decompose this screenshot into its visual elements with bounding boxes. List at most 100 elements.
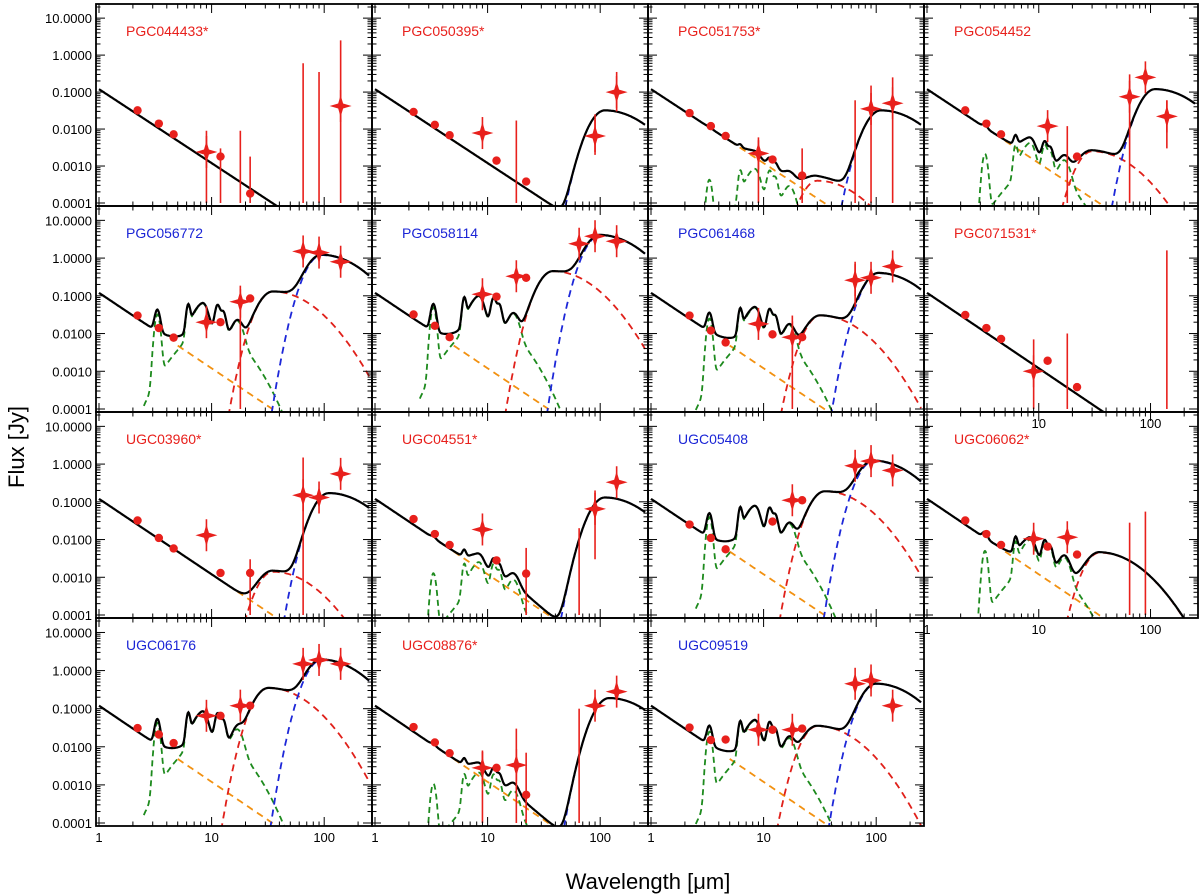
y-tick-label: 1.0000 (52, 48, 92, 63)
stellar-curve (1004, 550, 1106, 618)
star-point (329, 95, 352, 117)
y-tick-label: 0.1000 (52, 85, 92, 100)
photometry-point (721, 338, 730, 347)
star-point (471, 756, 494, 779)
star-point (1118, 85, 1141, 108)
pah-curve (142, 302, 284, 412)
x-tick-label: 1 (923, 416, 930, 431)
photometry-point (133, 311, 142, 320)
photometry-point (706, 533, 716, 543)
star-point (860, 266, 882, 289)
photometry-point (409, 310, 418, 319)
stellar-curve (729, 550, 831, 618)
photometry-point (982, 119, 991, 128)
cold-dust-curve (822, 460, 922, 618)
star-point (860, 669, 882, 692)
panel-ugc03960: 0.0001 0.0010 0.0100 0.1000 1.0000 10.0000 UGC… (45, 411, 373, 623)
stellar-curve (177, 344, 279, 412)
y-tick-label: 1.0000 (52, 664, 92, 679)
plot-area (374, 466, 646, 618)
x-tick-label: 10 (480, 830, 494, 845)
photometry-point (169, 333, 178, 342)
panel-pgc051753: PGC051753* (647, 3, 925, 207)
photometry-point (216, 317, 225, 327)
panel-label: UGC03960* (126, 431, 202, 447)
photometry-point (154, 730, 164, 739)
x-tick-label: 10 (1032, 622, 1046, 637)
photometry-point (521, 790, 531, 799)
total-model-curve (650, 271, 922, 339)
panel-label: UGC04551* (402, 431, 478, 447)
y-tick-label: 0.0010 (52, 364, 92, 379)
star-point (781, 326, 804, 349)
star-point (584, 694, 606, 717)
star-point (195, 704, 218, 727)
warm-dust-curve (776, 725, 922, 826)
photometry-point (685, 723, 694, 732)
star-point (308, 649, 330, 671)
star-point (584, 497, 606, 520)
plot-area (98, 40, 352, 206)
y-tick-label: 0.0001 (52, 608, 92, 623)
panel-pgc071531: 1 10 100 PGC071531* (923, 205, 1199, 431)
star-point (584, 125, 606, 147)
plot-area (650, 664, 922, 826)
x-tick-label: 100 (1140, 622, 1162, 637)
photometry-point (996, 130, 1006, 139)
y-tick-label: 0.0010 (52, 570, 92, 585)
panel-label: PGC054452 (954, 23, 1031, 39)
photometry-point (961, 516, 970, 525)
photometry-point (492, 156, 501, 165)
warm-dust-curve (221, 687, 370, 826)
y-tick-label: 1.0000 (52, 251, 92, 266)
star-point (1022, 527, 1045, 550)
x-tick-label: 1 (923, 622, 930, 637)
y-tick-label: 0.1000 (52, 289, 92, 304)
y-tick-label: 0.0100 (52, 122, 92, 137)
photometry-point (706, 326, 716, 335)
panel-label: UGC09519 (678, 637, 748, 653)
photometry-point (1043, 356, 1052, 365)
pah-curve (142, 710, 286, 826)
star-point (881, 459, 904, 482)
star-point (292, 652, 315, 675)
cold-dust-curve (1111, 88, 1196, 206)
stellar-curve (729, 758, 831, 826)
panel-label: PGC058114 (402, 225, 478, 241)
star-point (881, 694, 904, 717)
star-point (860, 450, 882, 473)
pah-curve (694, 719, 834, 826)
star-point (471, 122, 494, 144)
photometry-point (521, 177, 531, 186)
star-point (471, 518, 494, 541)
star-point (860, 97, 882, 120)
photometry-point (445, 748, 454, 758)
plot-area (374, 71, 646, 206)
star-point (844, 269, 867, 292)
x-tick-label: 100 (1140, 416, 1162, 431)
panel-pgc058114: PGC058114 (371, 205, 649, 413)
total-model-curve (98, 492, 370, 595)
photometry-point (154, 119, 164, 128)
photometry-point (768, 330, 777, 339)
photometry-point (445, 540, 454, 550)
photometry-point (797, 171, 807, 180)
photometry-point (1072, 550, 1082, 559)
warm-dust-curve (504, 270, 646, 412)
photometry-point (133, 516, 142, 525)
pah-curve (427, 771, 529, 826)
star-point (747, 312, 770, 335)
photometry-point (169, 738, 178, 748)
total-model-curve (98, 658, 370, 750)
photometry-point (154, 533, 164, 543)
star-point (1134, 66, 1157, 89)
photometry-point (685, 311, 694, 320)
star-point (781, 489, 804, 512)
panel-ugc04551: UGC04551* (371, 411, 649, 619)
y-tick-label: 10.0000 (45, 625, 92, 640)
panel-label: PGC050395* (402, 23, 485, 39)
star-point (605, 81, 628, 104)
photometry-point (521, 569, 531, 578)
pah-curve (694, 505, 837, 618)
photometry-point (154, 323, 164, 333)
